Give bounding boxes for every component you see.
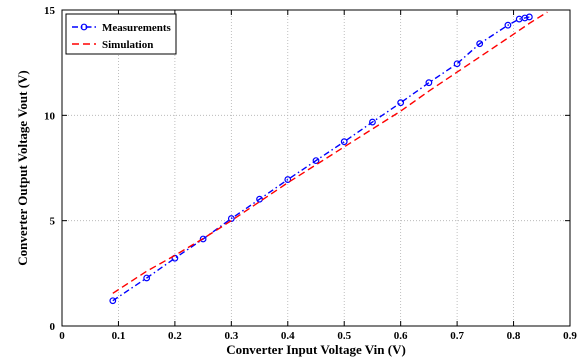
data-point-measurements xyxy=(476,40,484,48)
legend-box xyxy=(65,13,177,55)
series-line-simulation xyxy=(112,11,548,294)
y-axis-label: Converter Output Voltage Vout (V) xyxy=(15,70,30,266)
data-point-measurements xyxy=(504,21,512,29)
y-tick-label: 0 xyxy=(50,321,56,333)
x-tick-label: 0 xyxy=(59,330,65,342)
x-tick-label: 0.5 xyxy=(337,330,351,342)
y-tick-label: 5 xyxy=(50,216,56,228)
x-tick-label: 0.4 xyxy=(281,330,295,342)
x-axis-label: Converter Input Voltage Vin (V) xyxy=(226,342,406,357)
data-point-measurements xyxy=(284,176,292,183)
data-point-measurements xyxy=(109,297,117,305)
data-point-measurements xyxy=(397,99,405,107)
grid xyxy=(62,10,570,326)
plot-series xyxy=(109,11,548,305)
legend-label-measurements: Measurements xyxy=(102,22,172,34)
data-point-measurements xyxy=(312,157,320,165)
legend-label-simulation: Simulation xyxy=(102,39,153,51)
data-point-measurements xyxy=(340,138,348,146)
x-tick-label: 0.1 xyxy=(112,330,126,342)
y-tick-label: 10 xyxy=(44,110,56,122)
data-point-measurements xyxy=(369,118,376,126)
legend: Measurements Simulation xyxy=(65,13,177,55)
x-tick-label: 0.2 xyxy=(168,330,182,342)
x-tick-label: 0.3 xyxy=(224,330,238,342)
y-tick-label: 15 xyxy=(44,5,56,17)
x-tick-label: 0.6 xyxy=(394,330,408,342)
data-point-measurements xyxy=(521,14,529,22)
data-point-measurements xyxy=(425,79,433,87)
legend-marker-measurements xyxy=(80,23,88,31)
x-tick-label: 0.7 xyxy=(450,330,464,342)
data-point-measurements xyxy=(525,13,533,21)
x-tick-label: 0.8 xyxy=(507,330,521,342)
plot-frame xyxy=(61,9,571,327)
x-tick-label: 0.9 xyxy=(563,330,577,342)
data-point-measurements xyxy=(143,274,151,282)
data-point-measurements xyxy=(199,235,207,243)
data-point-measurements xyxy=(453,60,461,68)
